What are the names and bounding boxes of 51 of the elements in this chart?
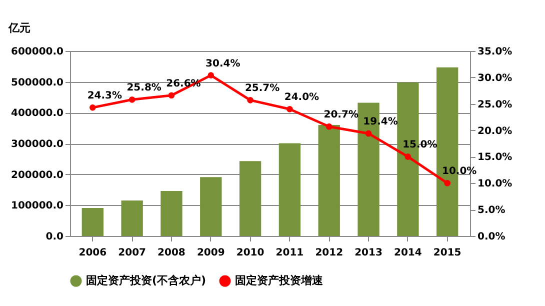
bar bbox=[278, 143, 301, 236]
legend-label: 固定资产投资增速 bbox=[235, 274, 324, 287]
x-tick-label: 2015 bbox=[433, 248, 462, 258]
x-tick-label: 2009 bbox=[196, 248, 225, 258]
y2-tick-label: 5.0% bbox=[478, 205, 506, 216]
y2-tick-label: 0.0% bbox=[478, 232, 506, 242]
point bbox=[365, 130, 372, 137]
x-tick-label: 2010 bbox=[236, 248, 264, 258]
data-label: 30.4% bbox=[206, 58, 240, 70]
x-tick-label: 2006 bbox=[78, 248, 107, 258]
data-label: 24.3% bbox=[87, 90, 122, 102]
y-tick-label: 400000.0 bbox=[10, 108, 64, 120]
bar bbox=[318, 125, 340, 236]
x-tick-label: 2008 bbox=[158, 248, 186, 258]
y2-tick-label: 15.0% bbox=[478, 152, 512, 164]
point bbox=[247, 97, 254, 104]
y2-tick-label: 30.0% bbox=[478, 72, 512, 84]
x-tick-label: 2012 bbox=[315, 248, 344, 258]
data-label: 25.7% bbox=[244, 83, 280, 94]
y2-tick-label: 20.0% bbox=[478, 126, 512, 137]
point bbox=[208, 72, 214, 78]
y-tick-label: 200000.0 bbox=[10, 170, 64, 181]
x-tick-label: 2007 bbox=[118, 248, 146, 258]
bar bbox=[239, 161, 262, 236]
point bbox=[326, 123, 332, 130]
y-tick-label: 100000.0 bbox=[10, 200, 64, 212]
data-label: 25.8% bbox=[126, 82, 162, 94]
y-axis-title: 亿元 bbox=[8, 22, 30, 34]
bar bbox=[121, 200, 143, 236]
y2-tick-label: 35.0% bbox=[478, 46, 512, 58]
point bbox=[286, 106, 293, 112]
data-label: 15.0% bbox=[402, 140, 438, 151]
data-label: 24.0% bbox=[284, 92, 320, 104]
point bbox=[444, 180, 450, 186]
y2-tick-label: 10.0% bbox=[478, 178, 512, 190]
bar bbox=[200, 177, 222, 236]
legend-label: 固定资产投资(不含农户) bbox=[86, 274, 206, 287]
point bbox=[168, 92, 175, 99]
bar bbox=[82, 208, 104, 236]
x-tick-label: 2013 bbox=[354, 248, 382, 258]
y-tick-label: 600000.0 bbox=[10, 46, 64, 58]
bar bbox=[160, 190, 182, 236]
y-tick-label: 500000.0 bbox=[10, 77, 64, 88]
point bbox=[128, 96, 136, 103]
x-tick-label: 2011 bbox=[276, 248, 304, 258]
point bbox=[404, 154, 412, 160]
y-tick-label: 0.0 bbox=[46, 232, 64, 242]
x-tick-label: 2014 bbox=[394, 248, 422, 258]
point bbox=[90, 104, 96, 111]
y2-tick-label: 25.0% bbox=[478, 99, 512, 110]
y-tick-label: 300000.0 bbox=[10, 139, 64, 150]
